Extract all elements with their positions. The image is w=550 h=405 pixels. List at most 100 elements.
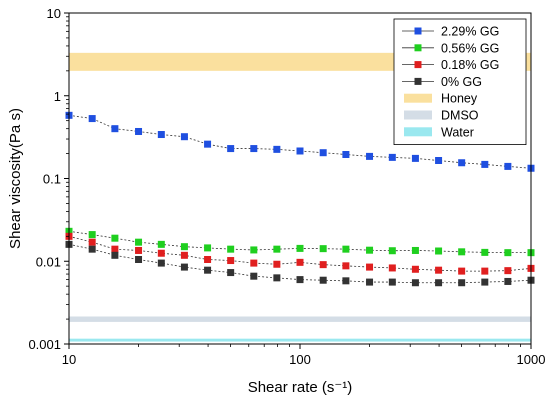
data-point	[157, 249, 165, 257]
data-point	[481, 267, 489, 275]
data-point	[157, 240, 165, 248]
y-tick-label: 1	[54, 89, 61, 104]
data-point	[88, 115, 96, 123]
data-point	[250, 272, 258, 280]
data-point	[319, 149, 327, 157]
band-water	[69, 338, 531, 342]
legend-label: Honey	[441, 92, 478, 106]
data-point	[435, 266, 443, 274]
data-point	[227, 145, 235, 153]
data-point	[342, 150, 350, 158]
data-point	[204, 244, 212, 252]
data-point	[250, 145, 258, 153]
data-point	[88, 231, 96, 239]
data-point	[135, 255, 143, 263]
x-tick-label: 10	[62, 352, 76, 367]
legend-marker	[414, 27, 422, 35]
data-point	[411, 246, 419, 254]
data-point	[319, 261, 327, 269]
data-point	[319, 276, 327, 284]
legend-label: 0.18% GG	[441, 58, 499, 72]
y-tick-label: 10	[47, 6, 61, 21]
y-tick-label: 0.01	[36, 254, 61, 269]
data-point	[504, 249, 512, 257]
y-tick-label: 0.001	[28, 337, 61, 352]
legend-marker	[414, 44, 422, 52]
series-line-0	[68, 114, 532, 169]
data-point	[227, 245, 235, 253]
legend-marker	[414, 61, 422, 69]
legend-swatch	[404, 110, 432, 120]
series-0	[65, 111, 535, 172]
data-point	[157, 131, 165, 139]
data-point	[135, 246, 143, 254]
data-point	[458, 279, 466, 287]
data-point	[250, 246, 258, 254]
data-point	[111, 245, 119, 253]
data-point	[135, 127, 143, 135]
data-point	[227, 269, 235, 277]
data-point	[504, 277, 512, 285]
legend-swatch	[404, 127, 432, 137]
data-point	[319, 245, 327, 253]
data-point	[157, 259, 165, 267]
data-point	[227, 257, 235, 265]
data-point	[296, 258, 304, 266]
data-point	[135, 238, 143, 246]
data-point	[296, 244, 304, 252]
data-point	[435, 279, 443, 287]
data-point	[296, 276, 304, 284]
data-point	[504, 267, 512, 275]
data-point	[273, 245, 281, 253]
data-point	[342, 245, 350, 253]
data-point	[180, 263, 188, 271]
data-point	[366, 152, 374, 160]
legend-label: 0.56% GG	[441, 41, 499, 55]
data-point	[296, 147, 304, 155]
band-dmso	[69, 316, 531, 322]
data-point	[180, 251, 188, 259]
data-point	[273, 274, 281, 282]
legend-label: DMSO	[441, 109, 479, 123]
y-tick-label: 0.1	[43, 172, 61, 187]
legend-label: 0% GG	[441, 75, 482, 89]
data-point	[366, 263, 374, 271]
data-point	[250, 259, 258, 267]
data-point	[458, 267, 466, 275]
data-point	[180, 133, 188, 141]
data-point	[481, 160, 489, 168]
data-point	[342, 277, 350, 285]
data-point	[366, 246, 374, 254]
data-point	[504, 162, 512, 170]
data-point	[88, 238, 96, 246]
data-point	[435, 157, 443, 165]
legend-marker	[414, 77, 422, 85]
series-line-3	[68, 243, 532, 284]
data-point	[273, 260, 281, 268]
data-point	[388, 264, 396, 272]
data-point	[204, 255, 212, 263]
data-point	[458, 248, 466, 256]
data-point	[388, 247, 396, 255]
legend-label: Water	[441, 125, 474, 139]
y-axis-title: Shear viscosity(Pa s)	[7, 108, 24, 249]
data-point	[88, 245, 96, 253]
legend: 2.29% GG 0.56% GG 0.18% GG 0% GG Honey DMSO Wa…	[393, 18, 527, 145]
data-point	[204, 140, 212, 148]
data-point	[435, 247, 443, 255]
data-point	[111, 251, 119, 259]
data-point	[481, 248, 489, 256]
data-point	[366, 278, 374, 286]
x-axis-title: Shear rate (s⁻¹)	[248, 379, 353, 396]
data-point	[411, 265, 419, 273]
data-point	[481, 278, 489, 286]
x-tick-label: 100	[289, 352, 311, 367]
data-point	[388, 278, 396, 286]
data-point	[204, 266, 212, 274]
data-point	[180, 243, 188, 251]
data-point	[273, 145, 281, 153]
data-point	[111, 234, 119, 242]
axis-ticks: 10 100 1000 0.001 0.01 0.1 1 10	[28, 6, 545, 367]
data-point	[111, 125, 119, 133]
